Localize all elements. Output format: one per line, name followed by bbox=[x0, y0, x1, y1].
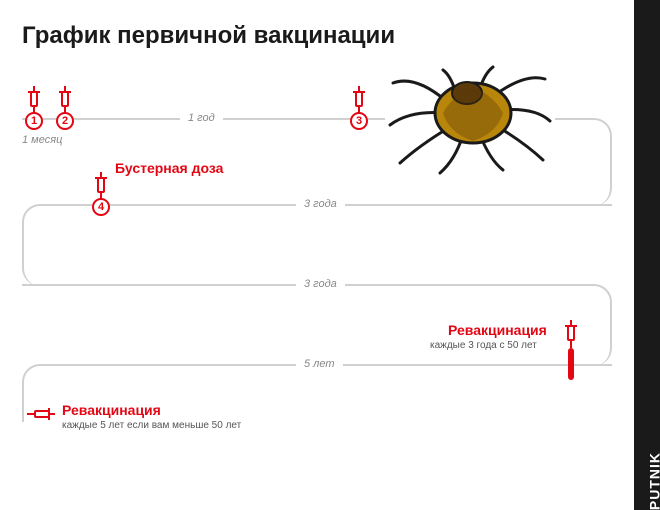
track-seg-2 bbox=[22, 204, 612, 286]
label-revacc-1-sub: каждые 3 года с 50 лет bbox=[430, 340, 537, 351]
syringe-icon-revacc-1 bbox=[562, 320, 580, 348]
marker-2: 2 bbox=[56, 112, 74, 130]
label-revacc-1: Ревакцинация bbox=[448, 322, 547, 338]
page-title: График первичной вакцинации bbox=[22, 22, 395, 50]
infographic-container: График первичной вакцинации 1 год 3 года… bbox=[0, 0, 660, 510]
track-tail bbox=[22, 402, 24, 422]
brand-bar: SPUTNIK bbox=[634, 0, 660, 510]
track-label-3years-b: 3 года bbox=[296, 278, 345, 290]
syringe-icon-2 bbox=[56, 86, 74, 114]
label-revacc-2: Ревакцинация bbox=[62, 402, 161, 418]
syringe-icon-1 bbox=[25, 86, 43, 114]
track-seg-4 bbox=[22, 364, 612, 404]
track-label-1year: 1 год bbox=[180, 112, 223, 124]
label-1-month: 1 месяц bbox=[22, 134, 62, 146]
marker-3: 3 bbox=[350, 112, 368, 130]
track-label-3years-a: 3 года bbox=[296, 198, 345, 210]
label-revacc-2-sub: каждые 5 лет если вам меньше 50 лет bbox=[62, 420, 241, 431]
marker-1: 1 bbox=[25, 112, 43, 130]
marker-4: 4 bbox=[92, 198, 110, 216]
brand-logo: SPUTNIK bbox=[646, 452, 660, 510]
track-label-5years: 5 лет bbox=[296, 358, 343, 370]
revacc-1-pin bbox=[568, 348, 574, 380]
syringe-icon-3 bbox=[350, 86, 368, 114]
syringe-icon-4 bbox=[92, 172, 110, 200]
tick-illustration bbox=[385, 55, 555, 175]
syringe-icon-revacc-2 bbox=[32, 400, 50, 428]
label-booster: Бустерная доза bbox=[115, 160, 223, 176]
